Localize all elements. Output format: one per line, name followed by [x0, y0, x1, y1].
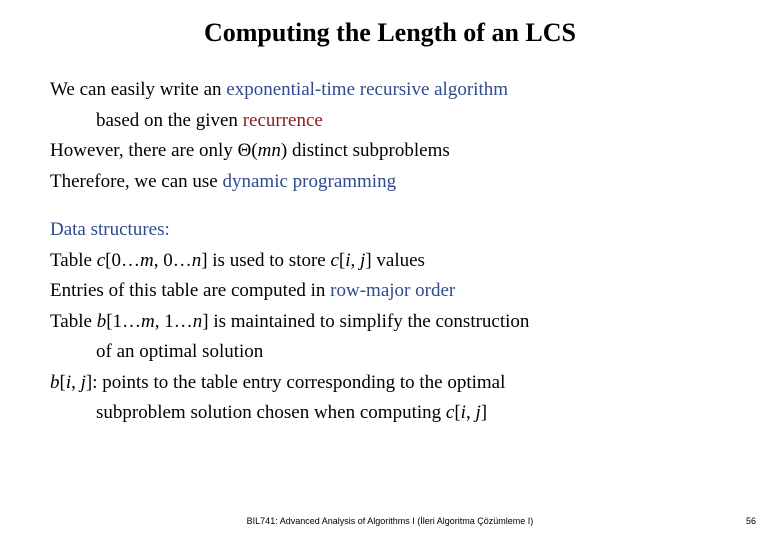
- text: Θ(: [238, 140, 258, 161]
- text: ,: [351, 250, 361, 271]
- text-emph: row-major order: [330, 280, 455, 301]
- text: ] is maintained to simplify the construc…: [202, 311, 529, 332]
- math-var: c: [97, 250, 105, 271]
- text-line: Therefore, we can use dynamic programmin…: [50, 168, 730, 197]
- text: ,: [466, 402, 476, 423]
- text: ]: [481, 402, 487, 423]
- text-line: We can easily write an exponential-time …: [50, 76, 730, 105]
- slide-title: Computing the Length of an LCS: [50, 18, 730, 48]
- text-line: of an optimal solution: [50, 338, 730, 367]
- math-var: m: [141, 311, 155, 332]
- math-var: n: [192, 250, 202, 271]
- page-number: 56: [746, 516, 756, 526]
- text: ] is used to store: [201, 250, 330, 271]
- text: of an optimal solution: [96, 341, 263, 362]
- text: ] values: [365, 250, 425, 271]
- text-emph: recurrence: [243, 110, 323, 131]
- text-line: Table c[0…m, 0…n] is used to store c[i, …: [50, 247, 730, 276]
- text: [1…: [106, 311, 141, 332]
- slide-content: We can easily write an exponential-time …: [50, 76, 730, 428]
- math-var: b: [50, 372, 60, 393]
- text: Therefore, we can use: [50, 171, 222, 192]
- text: Table: [50, 250, 97, 271]
- text: ) distinct subproblems: [281, 140, 450, 161]
- text: subproblem solution chosen when computin…: [96, 402, 446, 423]
- section-heading: Data structures:: [50, 216, 730, 245]
- text: We can easily write an: [50, 79, 226, 100]
- math-var: mn: [258, 140, 281, 161]
- text: [0…: [105, 250, 140, 271]
- text: ,: [71, 372, 81, 393]
- text-line: based on the given recurrence: [50, 107, 730, 136]
- math-var: c: [330, 250, 338, 271]
- math-var: n: [193, 311, 203, 332]
- text-line: Entries of this table are computed in ro…: [50, 277, 730, 306]
- math-var: b: [97, 311, 107, 332]
- text-emph: dynamic programming: [222, 171, 396, 192]
- text: ]: points to the table entry correspondi…: [86, 372, 506, 393]
- spacer: [50, 198, 730, 216]
- text: , 1…: [155, 311, 193, 332]
- text: based on the given: [96, 110, 243, 131]
- math-var: m: [140, 250, 154, 271]
- text-line: However, there are only Θ(mn) distinct s…: [50, 137, 730, 166]
- slide-container: Computing the Length of an LCS We can ea…: [0, 0, 780, 428]
- text: Entries of this table are computed in: [50, 280, 330, 301]
- footer-text: BIL741: Advanced Analysis of Algorithms …: [0, 516, 780, 526]
- text: However, there are only: [50, 140, 238, 161]
- text-emph: exponential-time recursive algorithm: [226, 79, 508, 100]
- text: Table: [50, 311, 97, 332]
- text-line: b[i, j]: points to the table entry corre…: [50, 369, 730, 398]
- text: , 0…: [154, 250, 192, 271]
- text-line: Table b[1…m, 1…n] is maintained to simpl…: [50, 308, 730, 337]
- text-line: subproblem solution chosen when computin…: [50, 399, 730, 428]
